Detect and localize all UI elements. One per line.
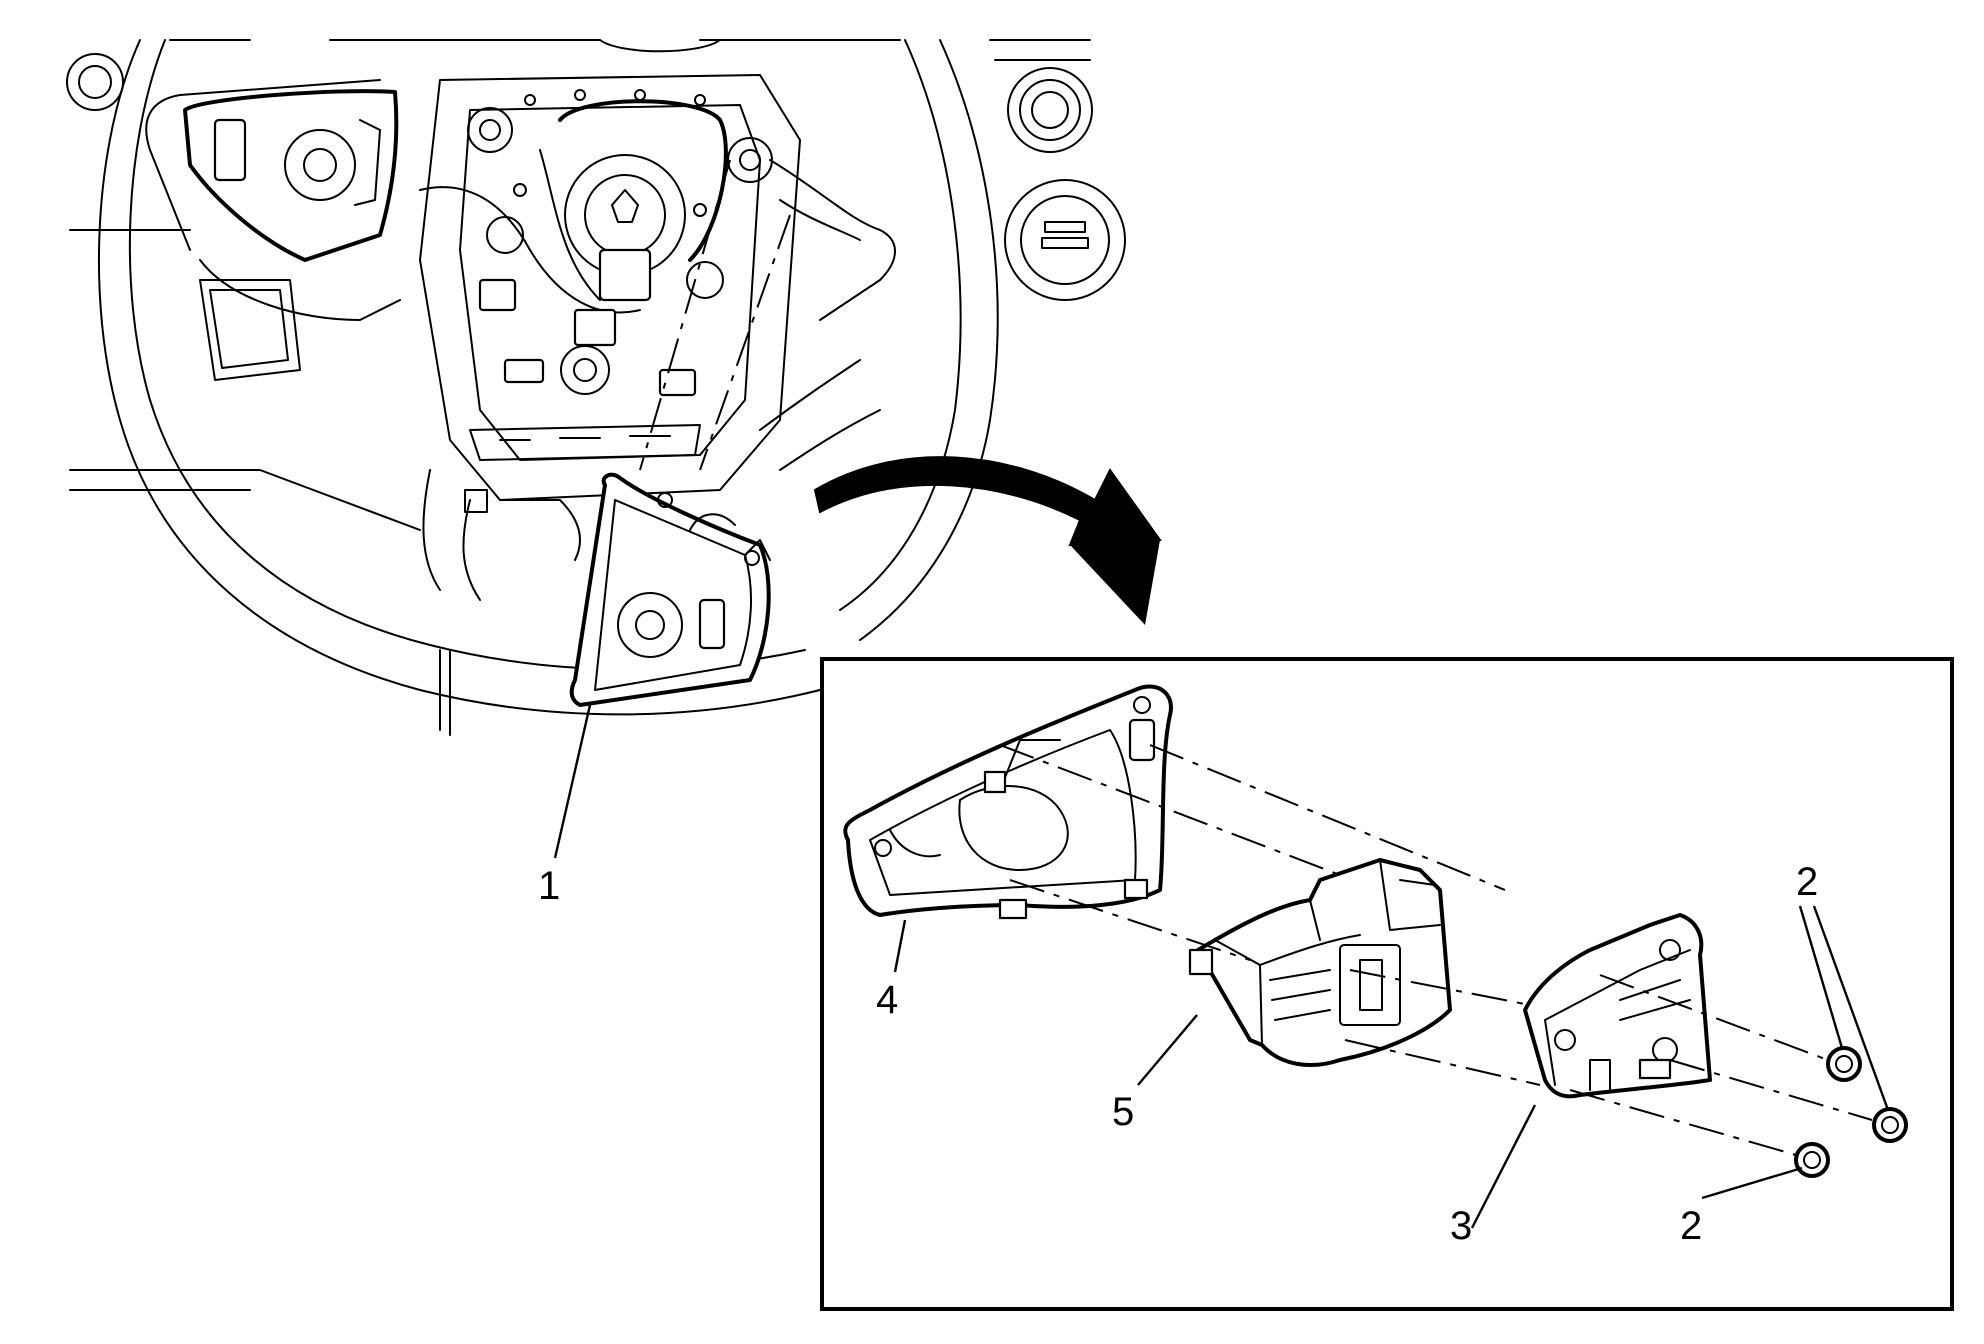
hub-bolt-lower: [560, 345, 610, 395]
control-switch-assembly-removed: [569, 472, 771, 707]
dash-knob-upper: [1007, 67, 1093, 153]
callout-2-bottom: 2: [1680, 1204, 1703, 1248]
callout-4: 4: [876, 978, 899, 1022]
screw-middle: [1872, 1107, 1908, 1143]
switch-back-cover: [1523, 913, 1712, 1099]
exploded-view-frame: [820, 657, 1954, 1311]
left-control-pad: [183, 89, 399, 262]
screw-upper: [1826, 1046, 1862, 1082]
callout-3: 3: [1450, 1204, 1473, 1248]
hub-bolt-upper-left: [467, 107, 513, 153]
steering-wheel-assembly: [66, 39, 1126, 736]
callout-5: 5: [1112, 1090, 1135, 1134]
transfer-arrow: [813, 456, 1162, 625]
hub-bolt-upper-right: [727, 137, 773, 183]
switch-bezel: [843, 684, 1173, 920]
switch-module: [1188, 858, 1452, 1067]
screw-lower: [1794, 1142, 1830, 1178]
alignment-lines: [999, 744, 1873, 1156]
dash-knob-lower: [1004, 179, 1126, 301]
steering-wheel-hub: [419, 74, 801, 501]
callout-1: 1: [538, 864, 561, 908]
callout-leaders: [553, 704, 1890, 1229]
callout-2-top: 2: [1796, 860, 1819, 904]
